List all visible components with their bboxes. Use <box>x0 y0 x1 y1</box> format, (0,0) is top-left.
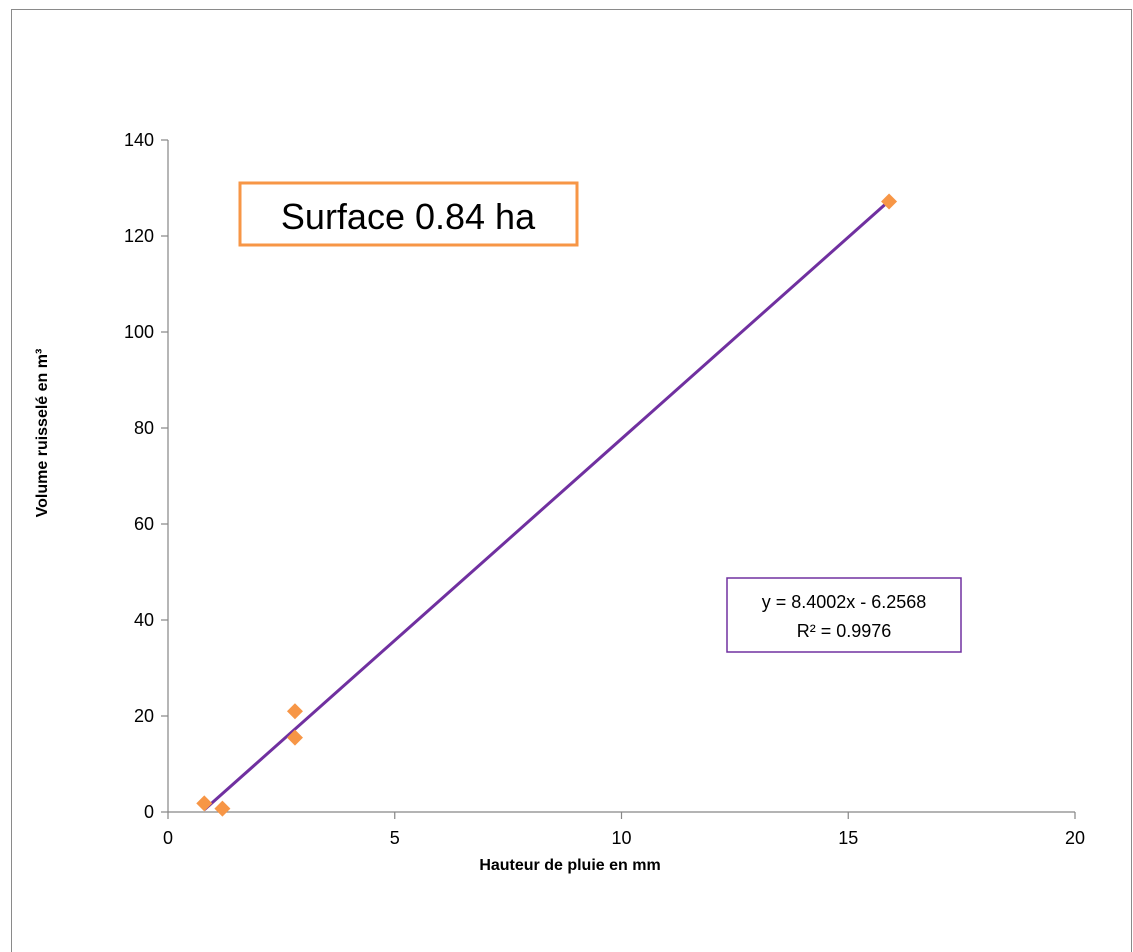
y-axis-label: Volume ruisselé en m³ <box>34 349 51 518</box>
data-point <box>286 729 303 746</box>
chart-area <box>11 9 1132 952</box>
trendline-equation: y = 8.4002x - 6.2568 <box>762 592 927 612</box>
trendline-label: y = 8.4002x - 6.2568 R² = 0.9976 <box>726 577 962 653</box>
trendline <box>203 199 891 811</box>
linear-trendline <box>203 199 891 811</box>
x-axis-label: Hauteur de pluie en mm <box>479 857 660 874</box>
y-tick-label: 120 <box>124 226 154 246</box>
y-tick-label: 60 <box>134 514 154 534</box>
surface-annotation-box <box>238 181 579 247</box>
data-point <box>881 193 898 210</box>
surface-annotation-text: Surface 0.84 ha <box>281 196 536 237</box>
y-tick-label: 40 <box>134 610 154 630</box>
y-tick-label: 20 <box>134 706 154 726</box>
x-axis-ticks: 0 5 10 15 20 <box>163 812 1085 848</box>
y-tick-label: 0 <box>144 802 154 822</box>
y-tick-label: 100 <box>124 322 154 342</box>
trendline-label-box <box>726 577 962 653</box>
y-tick-label: 140 <box>124 130 154 150</box>
data-point <box>214 800 231 817</box>
y-axis-ticks: 0 20 40 60 80 100 120 140 <box>124 130 168 822</box>
data-points <box>196 193 898 817</box>
surface-annotation: Surface 0.84 ha <box>238 181 579 247</box>
x-tick-label: 5 <box>390 828 400 848</box>
x-tick-label: 0 <box>163 828 173 848</box>
x-tick-label: 10 <box>611 828 631 848</box>
data-point <box>286 703 303 720</box>
data-point <box>196 795 213 812</box>
x-tick-label: 15 <box>838 828 858 848</box>
y-tick-label: 80 <box>134 418 154 438</box>
x-tick-label: 20 <box>1065 828 1085 848</box>
trendline-r-squared: R² = 0.9976 <box>797 621 892 641</box>
